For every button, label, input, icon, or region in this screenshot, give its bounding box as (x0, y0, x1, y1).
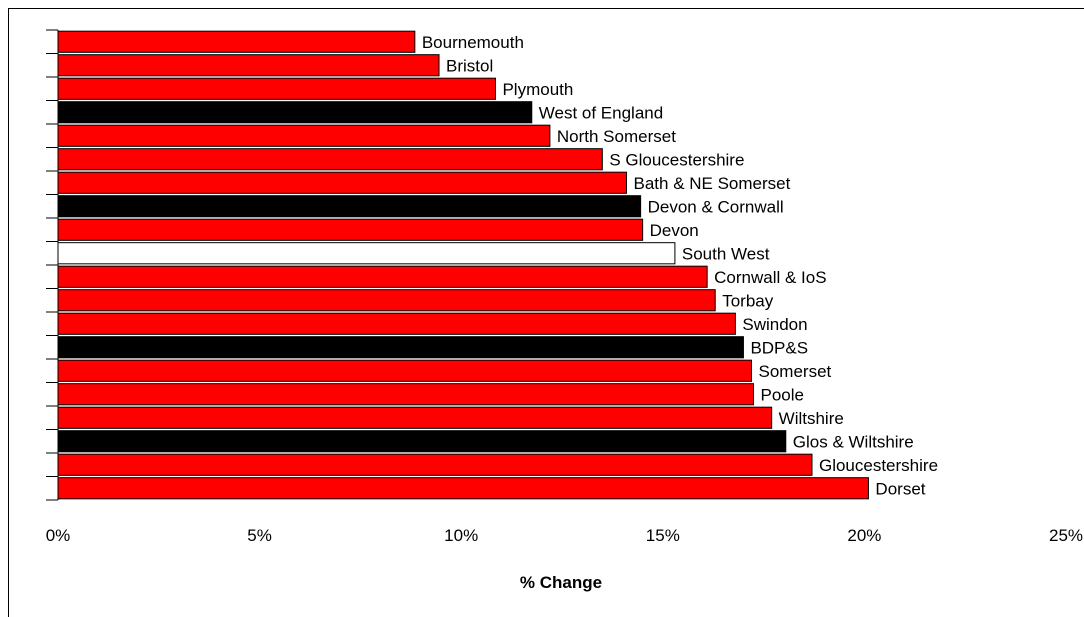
bar-label: Dorset (875, 479, 925, 498)
bar-label: Poole (761, 385, 804, 404)
bar (57, 359, 753, 382)
bar (57, 218, 644, 241)
bar-label: Bournemouth (422, 33, 524, 52)
bar (57, 406, 773, 429)
bar (57, 430, 787, 453)
bar-label: Bath & NE Somerset (634, 174, 791, 193)
bar (57, 265, 708, 288)
bar-label: Wiltshire (779, 409, 844, 428)
x-tick-label: 20% (847, 526, 881, 545)
bar-label: Somerset (759, 362, 832, 381)
x-axis-title: % Change (520, 573, 602, 592)
bar-label: Bristol (446, 56, 493, 75)
bar (57, 383, 755, 406)
x-tick-label: 0% (46, 526, 71, 545)
bar-label: Gloucestershire (819, 456, 938, 475)
bar (57, 101, 533, 124)
chart-frame (8, 8, 1084, 617)
bar-label: Plymouth (502, 80, 573, 99)
bar-label: North Somerset (557, 127, 676, 146)
bar (57, 171, 628, 194)
bar (57, 54, 440, 77)
bar-label: Cornwall & IoS (714, 268, 826, 287)
bar (57, 289, 716, 312)
bar (57, 477, 869, 500)
bar-label: S Gloucestershire (609, 150, 744, 169)
bar (57, 242, 676, 265)
bar-label: South West (682, 244, 770, 263)
bar-label: Swindon (742, 315, 807, 334)
bar (57, 195, 642, 218)
bar-label: West of England (539, 103, 663, 122)
x-tick-label: 5% (247, 526, 272, 545)
bar-label: Devon (650, 221, 699, 240)
bar (57, 453, 813, 476)
x-tick-label: 25% (1049, 526, 1083, 545)
bar (57, 148, 603, 171)
bar-label: BDP&S (750, 338, 808, 357)
bar (57, 336, 744, 359)
bar-label: Glos & Wiltshire (793, 432, 914, 451)
x-tick-label: 15% (646, 526, 680, 545)
bar-label: Devon & Cornwall (648, 197, 784, 216)
bar (57, 312, 736, 335)
bar (57, 124, 551, 147)
bar (57, 30, 416, 53)
bar (57, 77, 496, 100)
x-tick-label: 10% (444, 526, 478, 545)
bar-label: Torbay (722, 291, 774, 310)
